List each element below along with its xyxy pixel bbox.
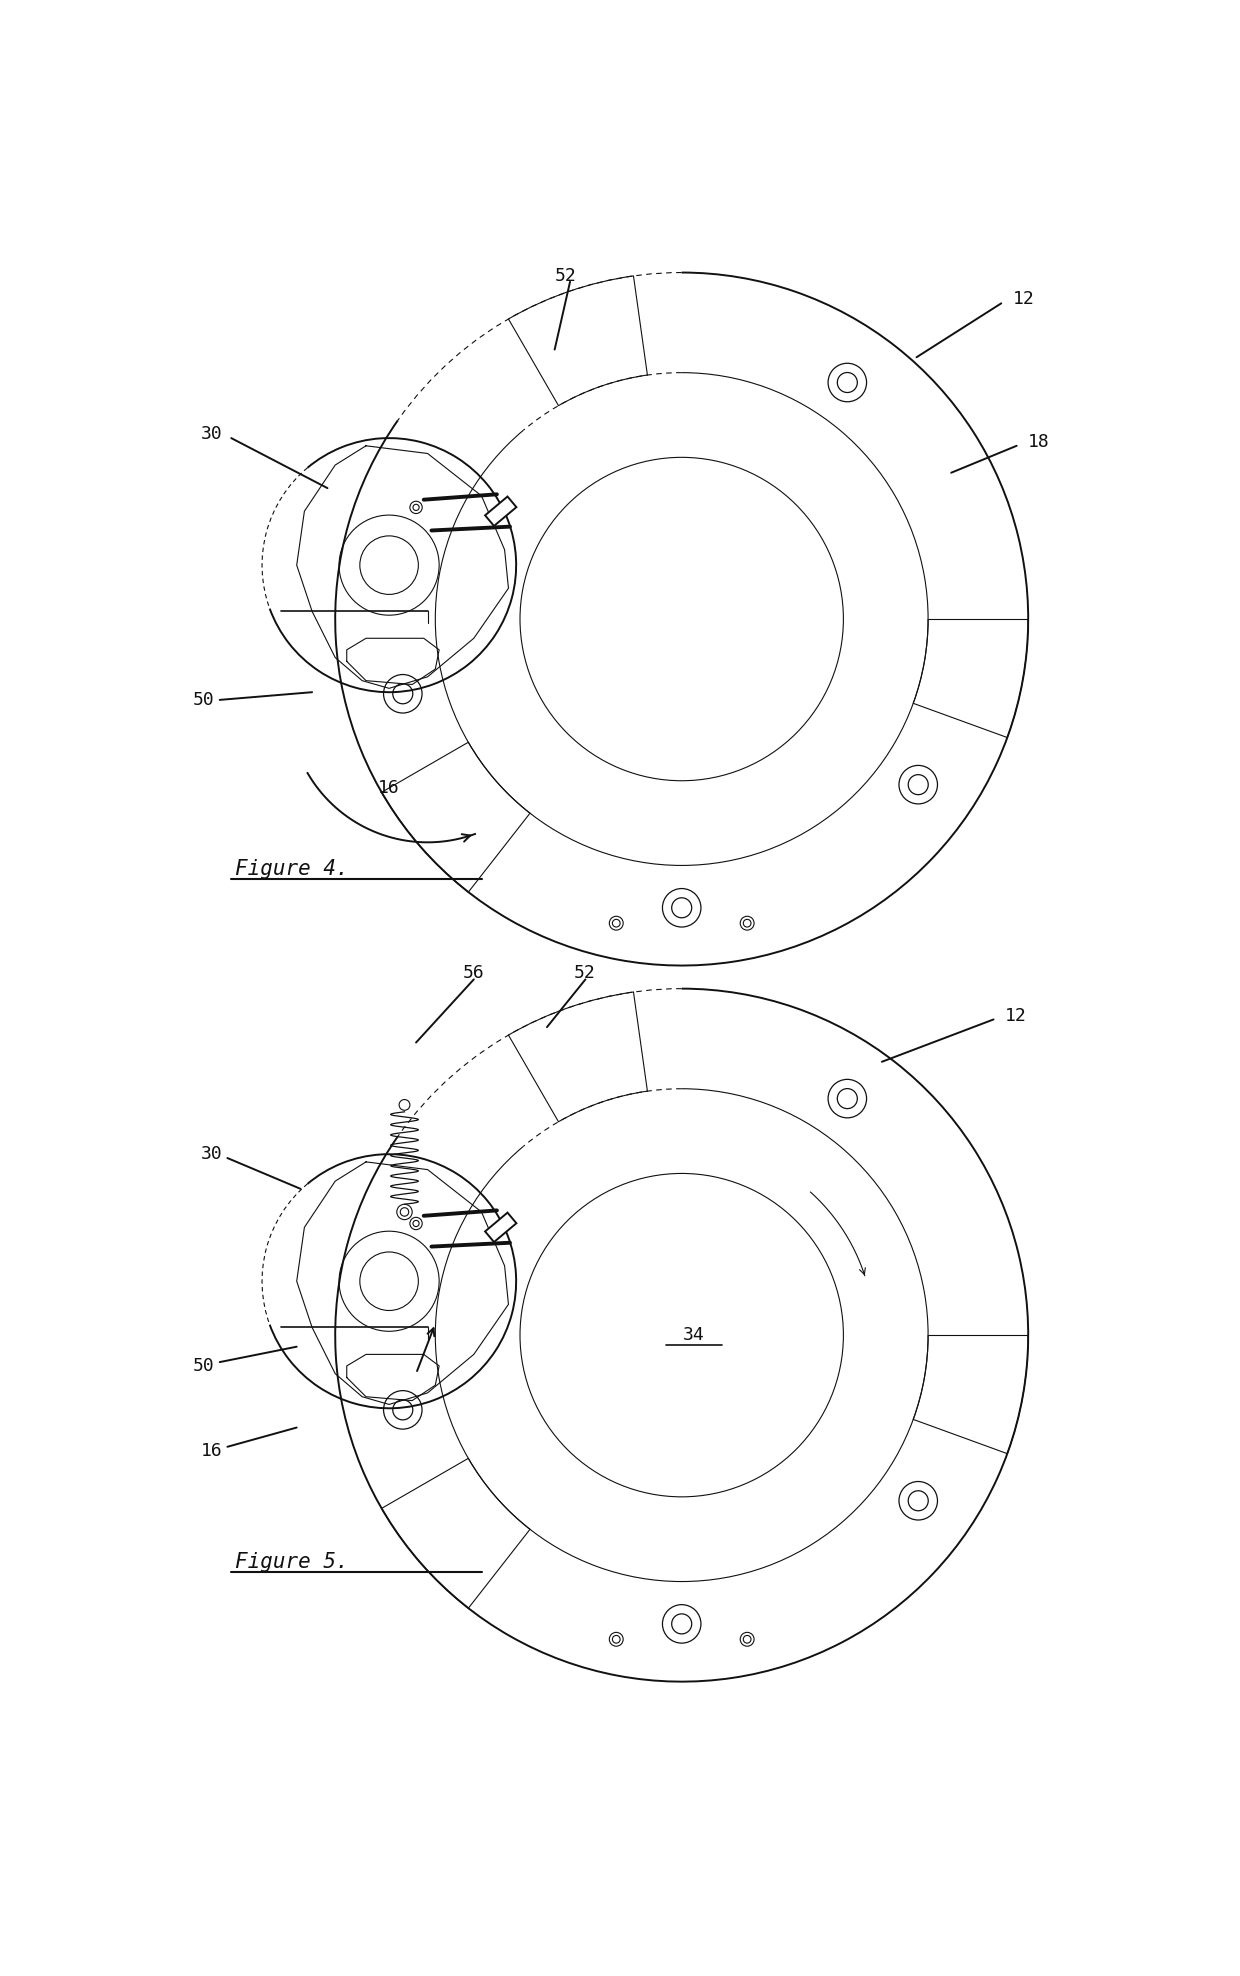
Polygon shape [485,1213,516,1243]
Text: 30: 30 [201,425,222,443]
Text: 52: 52 [574,964,595,982]
Text: 50: 50 [192,692,215,709]
Text: 12: 12 [1006,1006,1027,1026]
Polygon shape [485,496,516,526]
Text: 34: 34 [682,1326,704,1344]
Text: 12: 12 [1013,290,1034,308]
Text: 16: 16 [377,779,399,798]
Text: 18: 18 [1028,433,1050,451]
Text: Figure 5.: Figure 5. [236,1553,348,1573]
Text: 30: 30 [201,1146,222,1164]
Text: 52: 52 [554,267,577,285]
Text: 56: 56 [463,964,484,982]
Text: 50: 50 [192,1358,215,1375]
Text: Figure 4.: Figure 4. [236,860,348,879]
Text: 16: 16 [201,1442,222,1460]
